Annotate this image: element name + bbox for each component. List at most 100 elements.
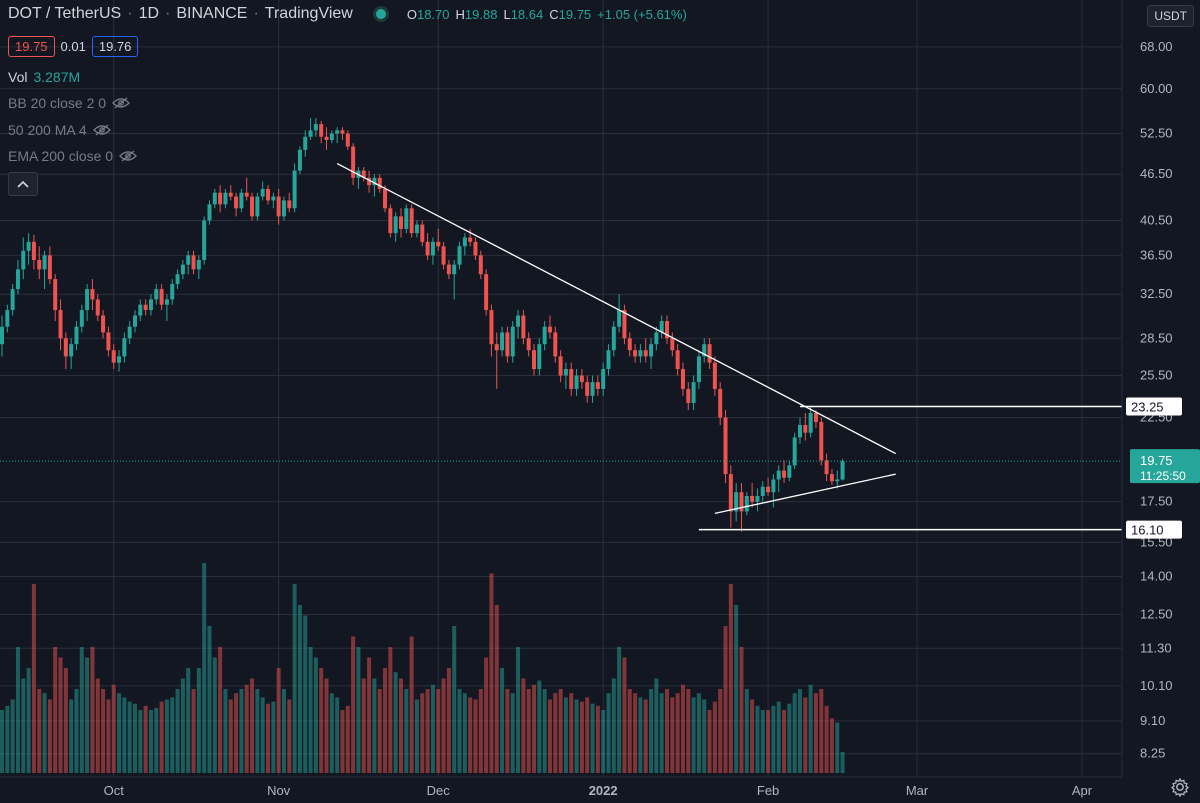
candle-body (798, 424, 802, 438)
candle-body (595, 382, 600, 389)
candle-body (611, 326, 616, 351)
volume-bar (521, 678, 526, 773)
volume-bar (351, 636, 356, 773)
volume-bar (361, 678, 366, 773)
candle-body (675, 350, 680, 370)
volume-bar (462, 693, 467, 773)
candle-body (175, 274, 180, 285)
volume-bar (404, 689, 409, 773)
volume-bar (47, 699, 52, 773)
volume-bar (526, 689, 531, 773)
candle-body (42, 255, 47, 270)
price-axis[interactable]: 68.00 60.00 52.50 46.50 40.50 36.50 32.50 28.50… (1121, 0, 1200, 803)
candle-body (297, 149, 302, 171)
volume-bar (223, 689, 228, 773)
candle-body (143, 304, 148, 311)
candle-body (234, 196, 239, 209)
indicator-ema[interactable]: EMA 200 close 0 (8, 148, 137, 164)
volume-bar (319, 668, 324, 773)
buy-price-button[interactable]: 19.76 (91, 36, 139, 57)
candle-body (250, 196, 255, 217)
platform-label: TradingView (264, 5, 353, 22)
volume-bar (42, 693, 47, 773)
symbol-legend: DOT / TetherUS · 1D · BINANCE · TradingV… (8, 5, 693, 23)
volume-bar (191, 689, 196, 773)
candle-body (170, 284, 175, 300)
eye-off-icon[interactable] (119, 150, 137, 162)
volume-bar (516, 647, 521, 773)
volume-bar (111, 684, 116, 773)
candle-body (287, 200, 292, 209)
currency-button[interactable]: USDT (1147, 5, 1194, 27)
drawn-trendlines[interactable] (0, 162, 1122, 531)
price-tick-label: 14.00 (1140, 568, 1173, 583)
volume-bar (707, 710, 712, 773)
gear-icon[interactable] (1170, 777, 1190, 797)
volume-bar (553, 693, 558, 773)
candle-body (37, 259, 42, 270)
market-status-icon[interactable] (372, 6, 389, 22)
candle-body (0, 326, 4, 345)
eye-off-icon[interactable] (112, 97, 130, 109)
volume-bar (691, 697, 696, 773)
candle-body (106, 332, 111, 351)
candle-body (659, 321, 664, 333)
candle-body (510, 326, 515, 357)
volume-bar (601, 710, 606, 773)
volume-bar (718, 689, 723, 773)
candle-body (5, 310, 10, 327)
indicator-bb[interactable]: BB 20 close 2 0 (8, 95, 130, 111)
eye-off-icon[interactable] (92, 124, 111, 136)
volume-label: Vol (8, 69, 28, 85)
volume-bar (244, 684, 249, 773)
level-price-tag (1126, 397, 1182, 416)
volume-bar (90, 647, 95, 773)
candle-body (649, 344, 654, 357)
symbol-name[interactable]: DOT / TetherUS (8, 5, 122, 22)
time-tick-label: Dec (427, 783, 451, 798)
volume-bar (186, 668, 191, 773)
volume-bar (441, 678, 446, 773)
volume-bar (792, 693, 797, 773)
indicator-ma[interactable]: 50 200 MA 4 (8, 122, 111, 138)
volume-bar (101, 689, 106, 773)
candle-body (340, 130, 345, 134)
candle-body (739, 492, 744, 512)
volume-bar (595, 705, 600, 773)
volume-bar (484, 657, 489, 773)
volume-bar (85, 657, 90, 773)
time-axis[interactable]: Oct Nov Dec 2022 Feb Mar Apr (0, 776, 1122, 798)
volume-bar (494, 605, 499, 773)
candle-body (399, 216, 403, 229)
candle-body (484, 274, 489, 311)
candle-body (266, 188, 270, 201)
volume-bar (297, 605, 302, 773)
candle-body (101, 315, 106, 333)
sell-price-button[interactable]: 19.75 (8, 36, 55, 57)
candle-body (627, 338, 632, 351)
volume-bar (547, 699, 552, 773)
trendline (714, 473, 896, 515)
candle-body (760, 486, 765, 496)
volume-bar (5, 705, 10, 773)
volume-bar (808, 684, 813, 773)
candle-body (260, 188, 265, 197)
volume-bar (260, 697, 265, 773)
volume-bar (766, 710, 771, 773)
candle-body (388, 208, 393, 234)
interval-label[interactable]: 1D (138, 5, 160, 22)
collapse-legend-button[interactable] (8, 172, 38, 196)
candle-body (218, 192, 223, 205)
candle-body (755, 495, 760, 502)
volume-bar (760, 710, 765, 773)
volume-bar (686, 689, 691, 773)
volume-bar (489, 573, 494, 773)
candle-body (537, 344, 542, 370)
time-tick-label: Oct (104, 783, 125, 798)
candle-body (590, 382, 595, 396)
volume-bar (276, 668, 281, 773)
candle-body (563, 369, 568, 376)
price-tick-label: 36.50 (1140, 247, 1173, 262)
volume-bar (670, 697, 675, 773)
